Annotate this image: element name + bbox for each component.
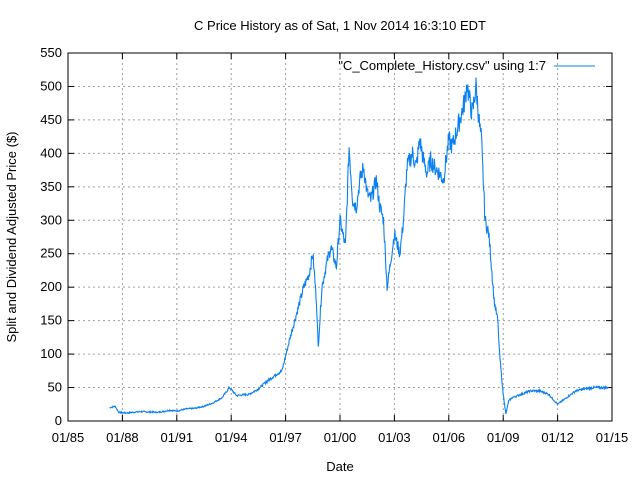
grid [68, 53, 612, 421]
x-tick-label: 01/88 [106, 430, 139, 445]
y-tick-label: 550 [40, 45, 62, 60]
y-tick-label: 250 [40, 246, 62, 261]
x-tick-label: 01/12 [541, 430, 574, 445]
plot-border [67, 52, 613, 422]
x-tick-label: 01/91 [161, 430, 194, 445]
y-tick-label: 350 [40, 179, 62, 194]
y-tick-label: 50 [48, 380, 62, 395]
x-tick-label: 01/15 [596, 430, 629, 445]
x-tick-label: 01/09 [487, 430, 520, 445]
x-tick-label: 01/94 [215, 430, 248, 445]
y-tick-label: 400 [40, 145, 62, 160]
y-tick-label: 100 [40, 346, 62, 361]
x-tick-label: 01/00 [324, 430, 357, 445]
y-tick-label: 150 [40, 313, 62, 328]
x-tick-label: 01/85 [52, 430, 85, 445]
legend: "C_Complete_History.csv" using 1:7 [338, 58, 595, 73]
axes: 0 50 100 150 200 250 300 350 400 450 500 550 01/85 01… [40, 45, 628, 445]
x-tick-label: 01/06 [433, 430, 466, 445]
y-tick-label: 450 [40, 112, 62, 127]
y-tick-label: 0 [55, 413, 62, 428]
y-tick-label: 300 [40, 212, 62, 227]
x-tick-label: 01/03 [378, 430, 411, 445]
x-axis-label: Date [326, 459, 353, 474]
legend-label: "C_Complete_History.csv" using 1:7 [338, 58, 546, 73]
series-line [109, 77, 609, 415]
y-tick-label: 500 [40, 78, 62, 93]
chart-title: C Price History as of Sat, 1 Nov 2014 16… [194, 18, 486, 33]
y-axis-label: Split and Dividend Adjusted Price ($) [4, 131, 19, 342]
x-tick-label: 01/97 [269, 430, 302, 445]
y-tick-label: 200 [40, 279, 62, 294]
